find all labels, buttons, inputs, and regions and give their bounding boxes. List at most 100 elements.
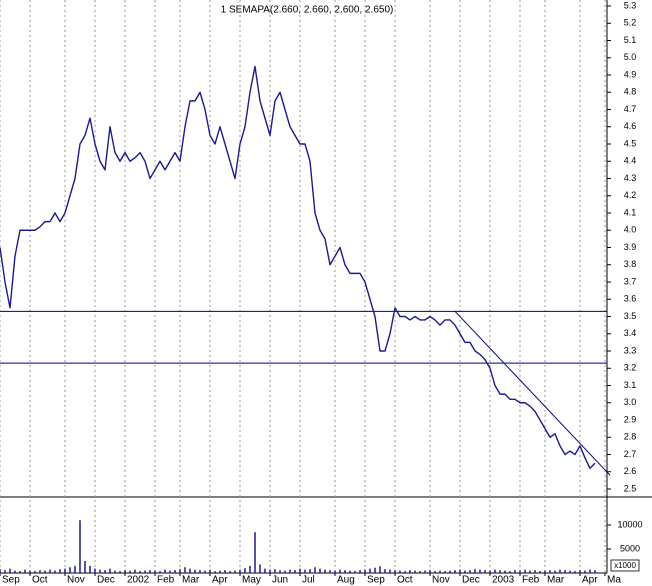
volume-bar xyxy=(514,570,516,573)
volume-tick-label: 5000 xyxy=(620,543,640,553)
volume-bar xyxy=(564,570,566,573)
volume-bar xyxy=(594,570,596,573)
price-line xyxy=(0,65,596,469)
volume-bar xyxy=(454,570,456,573)
volume-bar xyxy=(199,570,201,573)
y-tick-label: 4.2 xyxy=(624,190,637,200)
y-tick-label: 2.5 xyxy=(624,483,637,493)
y-tick-label: 3.1 xyxy=(624,380,637,390)
y-tick-label: 3.7 xyxy=(624,276,637,286)
volume-bar xyxy=(474,569,476,573)
volume-bar xyxy=(339,569,341,573)
y-tick-label: 3.8 xyxy=(624,259,637,269)
y-tick-label: 3.9 xyxy=(624,242,637,252)
volume-bar xyxy=(164,569,166,573)
y-tick-label: 4.6 xyxy=(624,121,637,131)
volume-bar xyxy=(539,571,541,573)
volume-bar xyxy=(404,571,406,573)
x-tick-label: Dec xyxy=(97,575,115,586)
volume-bar xyxy=(244,568,246,573)
volume-bar xyxy=(179,569,181,573)
x-tick-label: 2003 xyxy=(492,575,515,586)
volume-unit-label: x1000 xyxy=(614,561,636,570)
volume-bar xyxy=(264,568,266,573)
volume-bar xyxy=(574,571,576,573)
y-tick-label: 5.2 xyxy=(624,18,637,28)
volume-bar xyxy=(174,570,176,573)
volume-bar xyxy=(239,569,241,573)
x-tick-label: Oct xyxy=(32,575,48,586)
volume-bar xyxy=(189,568,191,573)
volume-bar xyxy=(129,570,131,573)
volume-bar xyxy=(389,569,391,573)
x-tick-label: Nov xyxy=(67,575,85,586)
volume-bar xyxy=(59,569,61,573)
volume-bar xyxy=(569,570,571,573)
x-tick-label: Feb xyxy=(522,575,540,586)
x-tick-label: May xyxy=(242,575,261,586)
volume-bar xyxy=(54,570,56,573)
y-tick-label: 3.4 xyxy=(624,328,637,338)
volume-bar xyxy=(424,570,426,573)
volume-bar xyxy=(374,567,376,573)
volume-bar xyxy=(194,569,196,573)
volume-bar xyxy=(19,571,21,573)
y-tick-label: 2.7 xyxy=(624,449,637,459)
y-tick-label: 4.0 xyxy=(624,225,637,235)
volume-bar xyxy=(159,571,161,573)
volume-bar xyxy=(229,571,231,573)
x-tick-label: Apr xyxy=(212,575,228,586)
x-tick-label: Sep xyxy=(367,575,385,586)
x-tick-label: Jul xyxy=(302,575,315,586)
y-tick-label: 4.4 xyxy=(624,156,637,166)
volume-bar xyxy=(39,570,41,573)
volume-bar xyxy=(204,570,206,573)
volume-bar xyxy=(154,570,156,573)
volume-bar xyxy=(559,569,561,573)
volume-bar xyxy=(89,565,91,573)
volume-bar xyxy=(504,570,506,573)
volume-bar xyxy=(529,570,531,573)
volume-bar xyxy=(439,570,441,573)
x-tick-label: Nov xyxy=(432,575,450,586)
volume-bar xyxy=(429,570,431,573)
volume-bar xyxy=(84,561,86,573)
volume-bar xyxy=(284,570,286,573)
volume-bar xyxy=(589,569,591,573)
volume-bar xyxy=(69,567,71,573)
y-tick-label: 5.3 xyxy=(624,0,637,10)
volume-bar xyxy=(364,569,366,573)
volume-bar xyxy=(209,569,211,573)
volume-bar xyxy=(269,569,271,573)
volume-bar xyxy=(24,569,26,573)
volume-bar xyxy=(334,570,336,573)
volume-bar xyxy=(99,569,101,573)
unit-box xyxy=(610,559,640,572)
volume-bar xyxy=(34,571,36,573)
volume-bar xyxy=(94,568,96,573)
y-tick-label: 2.6 xyxy=(624,466,637,476)
volume-bar xyxy=(144,570,146,573)
volume-bar xyxy=(279,570,281,573)
x-tick-label: Apr xyxy=(582,575,598,586)
y-tick-label: 2.8 xyxy=(624,432,637,442)
volume-bar xyxy=(509,571,511,573)
volume-bar xyxy=(519,570,521,573)
y-tick-label: 4.1 xyxy=(624,207,637,217)
volume-bar xyxy=(399,570,401,573)
x-tick-label: Mar xyxy=(547,575,565,586)
volume-bar xyxy=(319,568,321,573)
volume-bar xyxy=(49,569,51,573)
x-tick-label: Ma xyxy=(607,575,621,586)
volume-bar xyxy=(149,570,151,573)
volume-bar xyxy=(234,570,236,573)
x-tick-label: Jun xyxy=(272,575,288,586)
y-tick-label: 5.1 xyxy=(624,35,637,45)
y-tick-label: 4.3 xyxy=(624,173,637,183)
volume-bar xyxy=(344,570,346,573)
volume-bar xyxy=(274,569,276,573)
y-tick-label: 3.5 xyxy=(624,311,637,321)
volume-bar xyxy=(44,570,46,573)
